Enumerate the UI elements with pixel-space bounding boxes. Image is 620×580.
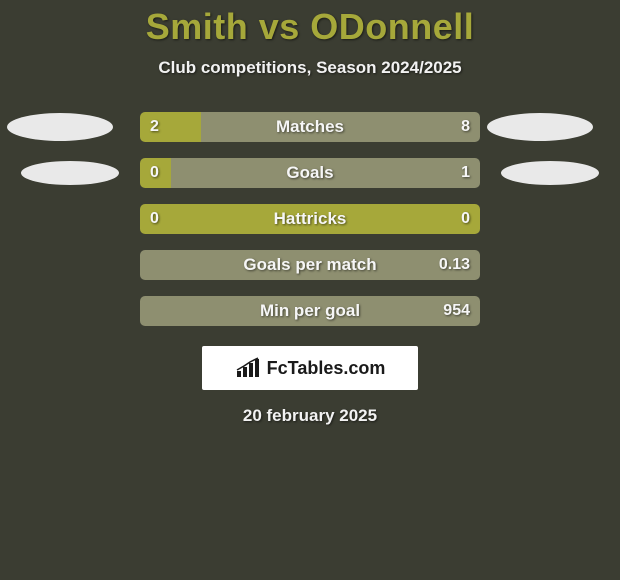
stat-row: Min per goal954: [0, 296, 620, 326]
stat-value-left: 2: [150, 112, 159, 142]
stat-value-right: 0: [461, 204, 470, 234]
player-right-marker: [487, 113, 593, 141]
stat-value-left: 0: [150, 158, 159, 188]
stat-label: Min per goal: [140, 296, 480, 326]
stat-bar: Hattricks0 0: [140, 204, 480, 234]
stat-row: Goals per match0.13: [0, 250, 620, 280]
stat-row: Hattricks0 0: [0, 204, 620, 234]
stat-row: Goals0 1: [0, 158, 620, 188]
stat-value-left: 0: [150, 204, 159, 234]
player-left-marker: [7, 113, 113, 141]
bar-chart-icon: [235, 357, 261, 379]
player-right-marker: [501, 161, 599, 185]
stat-value-right: 954: [443, 296, 470, 326]
stat-label: Goals: [140, 158, 480, 188]
stat-bar: Matches2 8: [140, 112, 480, 142]
stats-container: Matches28Goals01Hattricks00Goals per mat…: [0, 112, 620, 326]
stat-bar: Min per goal954: [140, 296, 480, 326]
page-title: Smith vs ODonnell: [0, 6, 620, 48]
stat-bar: Goals per match0.13: [140, 250, 480, 280]
stat-label: Goals per match: [140, 250, 480, 280]
stat-label: Hattricks: [140, 204, 480, 234]
stat-value-right: 8: [461, 112, 470, 142]
stat-bar: Goals0 1: [140, 158, 480, 188]
stat-value-right: 1: [461, 158, 470, 188]
page-subtitle: Club competitions, Season 2024/2025: [0, 58, 620, 78]
comparison-card: Smith vs ODonnell Club competitions, Sea…: [0, 0, 620, 426]
stat-value-right: 0.13: [439, 250, 470, 280]
player-left-marker: [21, 161, 119, 185]
stat-label: Matches: [140, 112, 480, 142]
snapshot-date: 20 february 2025: [0, 406, 620, 426]
site-logo[interactable]: FcTables.com: [202, 346, 418, 390]
stat-row: Matches2 8: [0, 112, 620, 142]
logo-text: FcTables.com: [267, 358, 386, 379]
